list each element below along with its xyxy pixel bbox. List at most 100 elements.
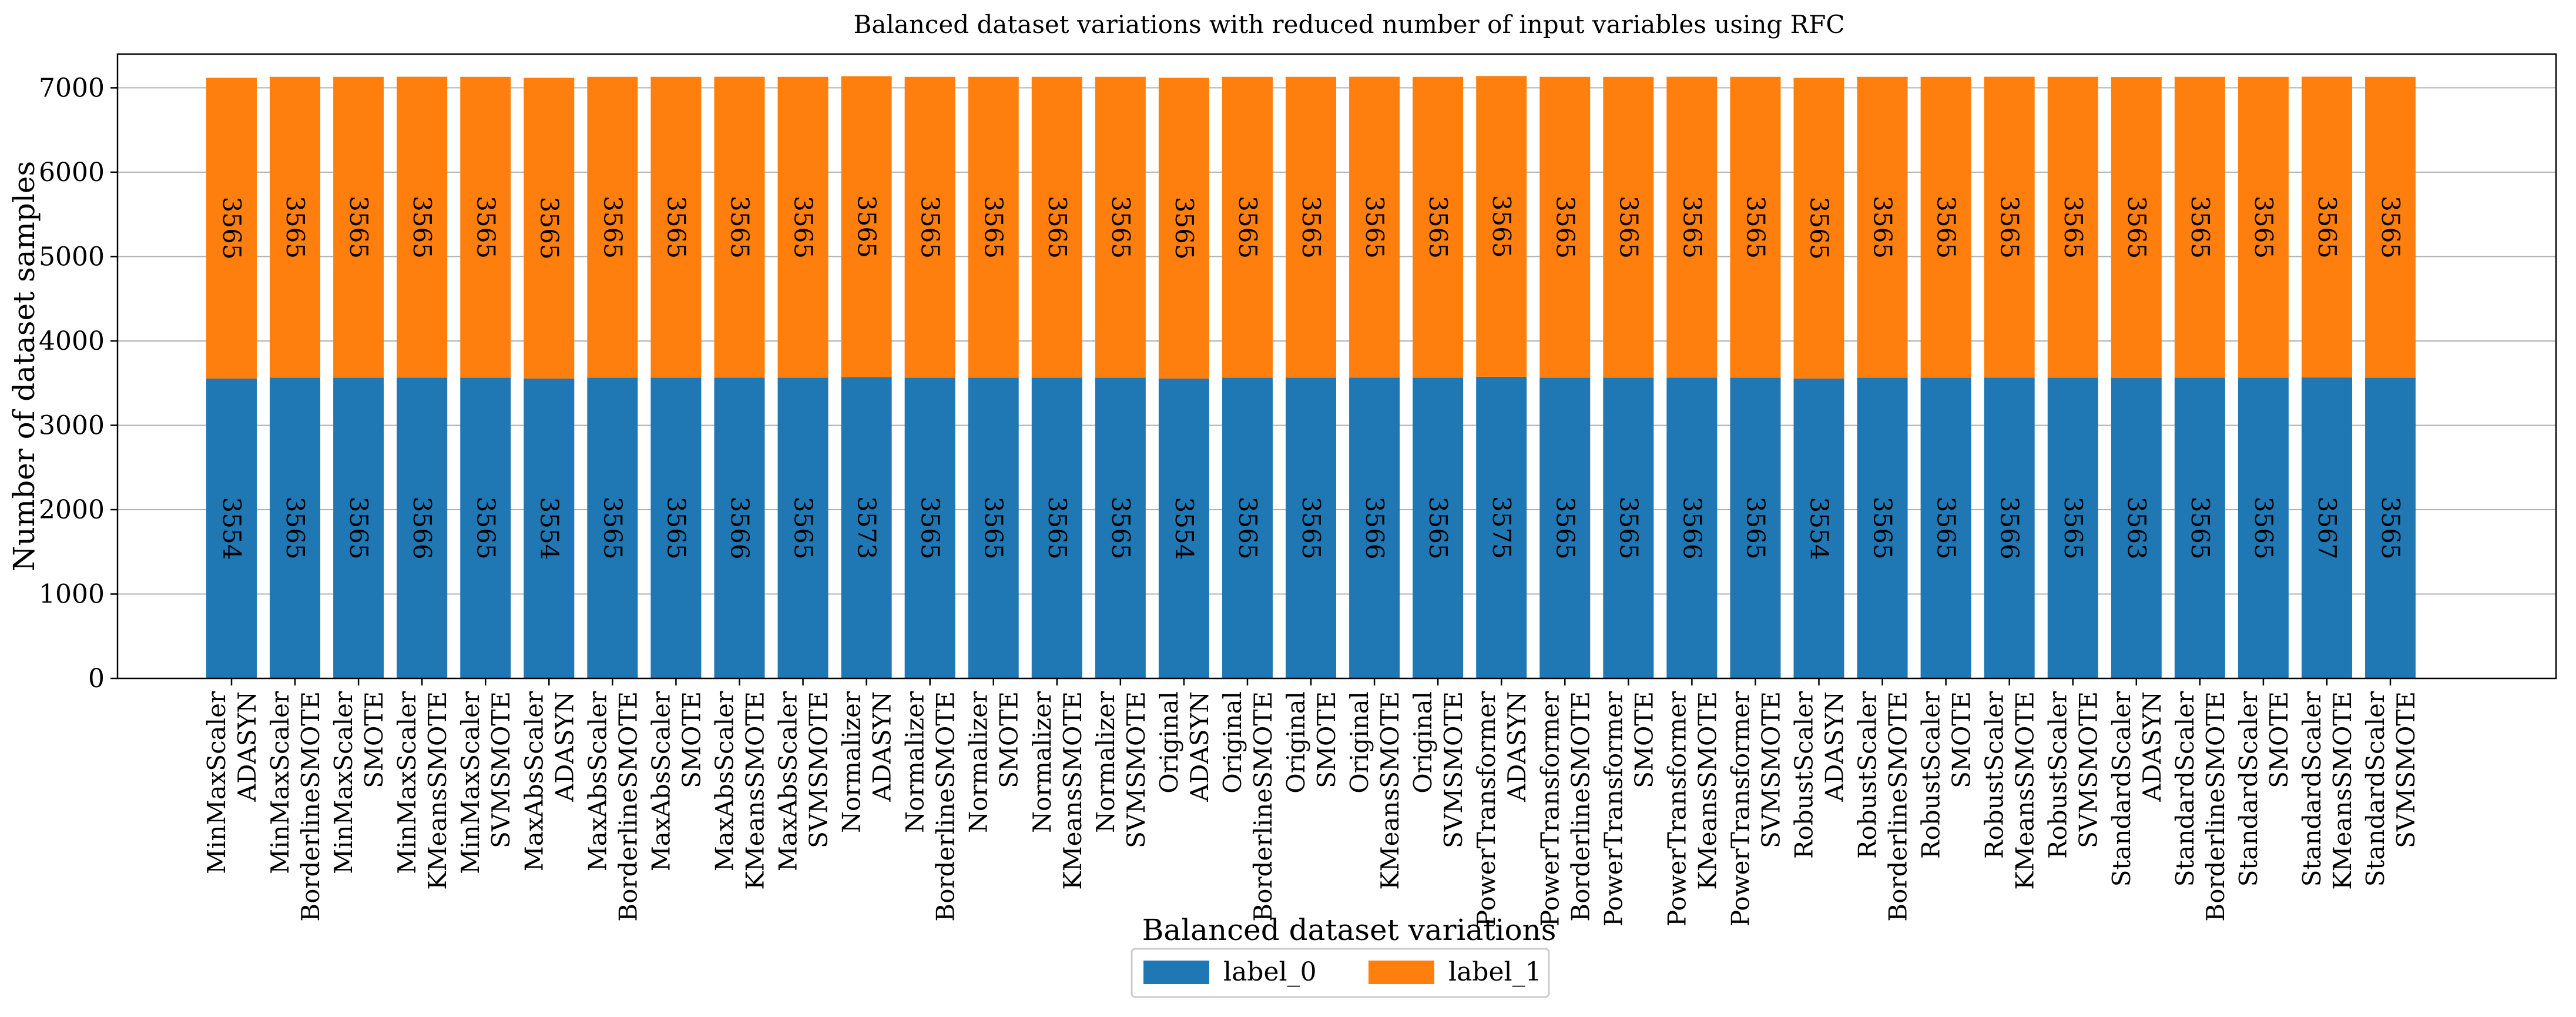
bar-label_0 bbox=[1793, 378, 1844, 678]
x-tick-label: MinMaxScaler bbox=[202, 691, 231, 874]
bar-value-label: 3565 bbox=[281, 196, 310, 259]
x-tick-label: MaxAbsScaler bbox=[774, 691, 803, 871]
x-tick-label: ADASYN bbox=[1185, 691, 1214, 802]
bar-label_0 bbox=[2301, 377, 2352, 678]
bar-value-label: 3565 bbox=[1297, 196, 1326, 259]
bar-label_0 bbox=[1539, 377, 1591, 678]
bar-value-label: 3565 bbox=[1170, 197, 1199, 260]
y-tick-label: 4000 bbox=[39, 326, 105, 356]
bar-value-label: 3565 bbox=[598, 497, 627, 560]
x-tick-label: SMOTE bbox=[677, 691, 706, 788]
bar-value-label: 3566 bbox=[725, 497, 754, 560]
x-tick-label: StandardScaler bbox=[2107, 691, 2136, 886]
x-tick-label: KMeansSMOTE bbox=[423, 691, 452, 890]
bar-label_1 bbox=[2111, 77, 2162, 378]
bar-label_0 bbox=[270, 377, 321, 678]
bar-value-label: 3565 bbox=[1043, 196, 1072, 259]
x-tick-label: SVMSMOTE bbox=[487, 691, 515, 848]
x-tick-label: SMOTE bbox=[360, 691, 388, 788]
bar-label_0 bbox=[1031, 377, 1082, 678]
bar-label_0 bbox=[1095, 377, 1146, 678]
bar-label_0 bbox=[206, 378, 257, 678]
x-tick-label: SVMSMOTE bbox=[2074, 691, 2103, 848]
bar-value-label: 3565 bbox=[1614, 196, 1643, 259]
x-tick-label: KMeansSMOTE bbox=[2011, 691, 2040, 890]
x-tick-label: MaxAbsScaler bbox=[646, 691, 675, 871]
bar-value-label: 3565 bbox=[853, 195, 881, 258]
bar-label_1 bbox=[2301, 76, 2352, 378]
bar-value-label: 3565 bbox=[1551, 497, 1579, 560]
chart-title: Balanced dataset variations with reduced… bbox=[853, 10, 1844, 39]
bar-label_0 bbox=[1857, 377, 1908, 678]
x-tick-label: StandardScaler bbox=[2171, 691, 2199, 886]
bar-label_0 bbox=[2365, 377, 2416, 678]
bar-value-label: 3565 bbox=[1551, 196, 1579, 259]
bar-value-label: 3565 bbox=[217, 197, 246, 260]
bar-value-label: 3565 bbox=[1106, 497, 1135, 560]
bar-label_0 bbox=[968, 377, 1019, 678]
bar-value-label: 3565 bbox=[1932, 497, 1961, 560]
bar-value-label: 3565 bbox=[535, 197, 564, 260]
x-tick-label: StandardScaler bbox=[2297, 691, 2326, 886]
bar-label_0 bbox=[1666, 377, 1718, 678]
legend-label: label_1 bbox=[1448, 957, 1542, 987]
bar-label_0 bbox=[1158, 378, 1209, 678]
bar-label_0 bbox=[397, 377, 448, 678]
bar-value-label: 3565 bbox=[1932, 196, 1961, 259]
bar-label_1 bbox=[1222, 76, 1273, 378]
bar-label_1 bbox=[1793, 78, 1844, 379]
bar-value-label: 3565 bbox=[662, 196, 690, 259]
bar-value-label: 3565 bbox=[344, 196, 373, 259]
bar-value-label: 3565 bbox=[916, 497, 945, 560]
bar-label_1 bbox=[841, 76, 892, 377]
bar-label_0 bbox=[714, 377, 765, 678]
x-tick-label: MaxAbsScaler bbox=[583, 691, 612, 871]
bar-value-label: 3565 bbox=[916, 196, 945, 259]
bar-label_0 bbox=[524, 378, 575, 678]
x-tick-label: SVMSMOTE bbox=[804, 691, 833, 848]
bar-value-label: 3565 bbox=[662, 497, 690, 560]
x-tick-label: ADASYN bbox=[550, 691, 579, 802]
bar-value-label: 3565 bbox=[1233, 196, 1262, 259]
bar-value-label: 3565 bbox=[471, 196, 500, 259]
bar-value-label: 3554 bbox=[535, 497, 564, 560]
bar-label_0 bbox=[1920, 377, 1971, 678]
bar-value-label: 3565 bbox=[1360, 196, 1389, 259]
y-tick-label: 5000 bbox=[39, 242, 105, 272]
bar-value-label: 3565 bbox=[1995, 196, 2024, 259]
bar-value-label: 3565 bbox=[2059, 497, 2088, 560]
bar-label_1 bbox=[587, 76, 638, 378]
x-tick-label: BorderlineSMOTE bbox=[613, 691, 642, 922]
x-tick-label: RobustScaler bbox=[1917, 691, 1946, 859]
bar-value-label: 3565 bbox=[2186, 196, 2215, 259]
bar-label_0 bbox=[587, 377, 638, 678]
x-tick-label: SVMSMOTE bbox=[1756, 691, 1785, 848]
y-tick-label: 6000 bbox=[39, 158, 105, 188]
bar-label_1 bbox=[270, 76, 321, 378]
bar-label_1 bbox=[2047, 76, 2098, 378]
x-tick-label: PowerTransformer bbox=[1662, 691, 1691, 926]
x-tick-label: BorderlineSMOTE bbox=[296, 691, 325, 922]
x-tick-label: ADASYN bbox=[233, 691, 261, 802]
bar-label_0 bbox=[1730, 377, 1781, 678]
bar-label_1 bbox=[2238, 76, 2289, 378]
y-tick-label: 2000 bbox=[39, 495, 105, 525]
bar-label_0 bbox=[1603, 377, 1654, 678]
bar-label_0 bbox=[777, 377, 829, 678]
bar-label_1 bbox=[904, 76, 955, 378]
x-tick-label: ADASYN bbox=[2138, 691, 2166, 802]
bar-label_0 bbox=[2047, 377, 2098, 678]
x-tick-label: KMeansSMOTE bbox=[1376, 691, 1404, 890]
x-tick-label: Normalizer bbox=[964, 691, 993, 833]
plot-frame bbox=[116, 53, 2557, 680]
bar-value-label: 3565 bbox=[1043, 497, 1072, 560]
x-tick-label: Original bbox=[1155, 691, 1183, 794]
bar-value-label: 3565 bbox=[344, 497, 373, 560]
bar-value-label: 3565 bbox=[281, 497, 310, 560]
bar-value-label: 3565 bbox=[1424, 497, 1453, 560]
x-tick-label: SMOTE bbox=[1312, 691, 1341, 788]
bar-value-label: 3554 bbox=[1805, 497, 1834, 560]
bar-label_1 bbox=[1413, 76, 1464, 378]
x-tick-label: BorderlineSMOTE bbox=[931, 691, 960, 922]
bar-label_1 bbox=[333, 76, 384, 378]
